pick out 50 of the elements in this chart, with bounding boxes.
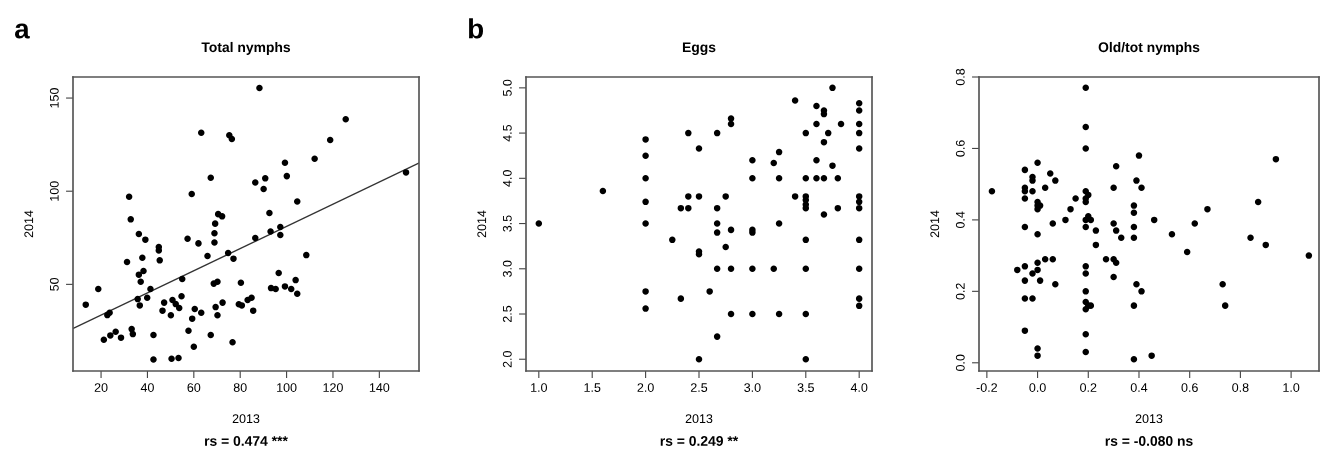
x-tick-label: 20 <box>94 383 108 392</box>
y-tick-label: 2.5 <box>502 305 512 323</box>
x-tick-label: 100 <box>277 383 297 392</box>
x-tick-label: 1.0 <box>1283 383 1300 392</box>
y-tick-label: 100 <box>49 181 59 201</box>
y-tick-label: 5.0 <box>502 79 512 97</box>
x-tick-label: 60 <box>187 383 201 392</box>
text: b <box>469 18 484 39</box>
x-tick-label: 0.4 <box>1130 383 1148 392</box>
y-tick-label: 0.8 <box>955 68 965 86</box>
x-tick-label: 0.0 <box>1029 383 1046 392</box>
chart-title: Eggs <box>682 42 716 55</box>
x-tick-label: 0.8 <box>1232 383 1249 392</box>
x-tick-label: 3.5 <box>797 383 814 392</box>
x-tick-label: 4.0 <box>850 383 868 392</box>
text: rs = -0.080 ns <box>1105 436 1193 446</box>
x-axis-title: 2013 <box>232 414 260 424</box>
x-tick-label: 0.2 <box>1080 383 1097 392</box>
y-tick-label: 150 <box>49 88 59 108</box>
y-tick-label: 0.0 <box>955 354 965 371</box>
x-tick-label: 0.6 <box>1181 383 1198 392</box>
text: rs = 0.249 ** <box>660 436 739 446</box>
y-tick-label: 0.4 <box>955 211 965 229</box>
x-tick-label: 3.0 <box>744 383 761 392</box>
y-tick-label: 0.6 <box>955 140 965 157</box>
x-tick-label: 2.5 <box>690 383 708 392</box>
x-tick-label: 1.0 <box>531 383 548 392</box>
y-axis-title: 2014 <box>930 210 940 238</box>
chart-title: Old/tot nymphs <box>1098 41 1200 55</box>
y-tick-label: 4.5 <box>503 124 512 142</box>
x-tick-label: 140 <box>369 383 390 392</box>
x-tick-label: 1.5 <box>584 383 601 392</box>
x-tick-label: 40 <box>140 383 154 392</box>
y-axis-title: 2014 <box>477 210 487 238</box>
x-tick-label: -0.2 <box>976 383 997 392</box>
x-tick-label: 80 <box>233 383 247 392</box>
text: rs = 0.474 *** <box>205 436 288 446</box>
y-tick-label: 3.5 <box>502 215 512 232</box>
y-tick-label: 4.0 <box>502 170 512 187</box>
y-tick-label: 2.0 <box>502 351 512 368</box>
x-axis-title: 2013 <box>685 414 713 424</box>
y-tick-label: 0.2 <box>955 283 965 300</box>
chart-title: Total nymphs <box>201 41 291 55</box>
text: a <box>15 23 30 39</box>
y-tick-label: 3.0 <box>502 260 512 277</box>
x-tick-label: 120 <box>323 383 343 392</box>
x-axis-title: 2013 <box>1135 414 1163 424</box>
y-tick-label: 50 <box>49 277 59 291</box>
x-tick-label: 2.0 <box>637 383 654 392</box>
y-axis-title: 2014 <box>24 210 34 238</box>
